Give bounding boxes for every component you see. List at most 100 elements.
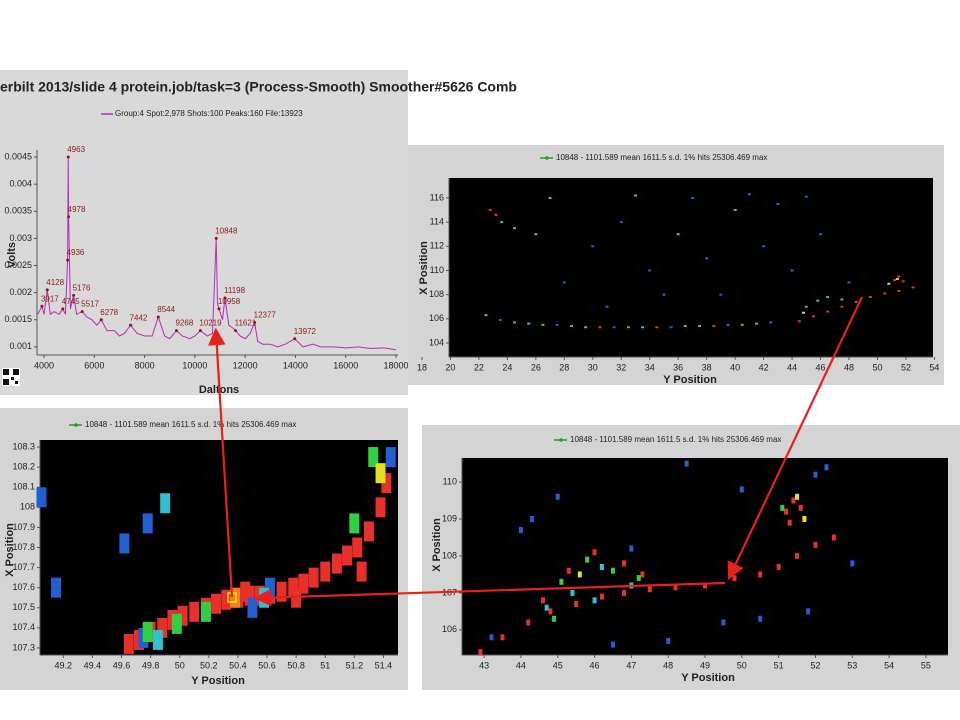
y-tick-label: 107.6 <box>12 582 35 592</box>
pixel <box>566 567 571 574</box>
plot-area <box>449 178 933 357</box>
peak-marker <box>99 318 103 322</box>
peak-label: 10958 <box>218 297 241 306</box>
x-tick-label: 48 <box>663 660 673 670</box>
x-tick-label: 52 <box>810 660 820 670</box>
x-tick-label: 49.6 <box>113 660 131 670</box>
x-axis-label: Y Position <box>191 675 245 687</box>
x-axis-label: Y Position <box>663 374 717 386</box>
y-tick-label: 112 <box>430 241 444 251</box>
x-tick-label: 46 <box>816 362 826 372</box>
pixel <box>747 193 751 196</box>
pixel <box>811 315 815 318</box>
pixel <box>123 633 134 654</box>
peak-marker <box>253 320 257 324</box>
peak-label: 13972 <box>294 327 317 336</box>
pixel <box>887 282 891 285</box>
peak-marker <box>72 293 76 297</box>
pixel <box>806 608 811 615</box>
pixel <box>762 245 766 248</box>
pixel <box>381 473 392 494</box>
peak-label: 4128 <box>46 278 64 287</box>
y-tick-label: 0.0035 <box>4 206 32 216</box>
pixel <box>529 515 534 522</box>
pixel <box>500 634 505 641</box>
peak-marker <box>156 315 160 319</box>
pixel <box>368 447 379 468</box>
x-tick-label: 16000 <box>333 360 358 370</box>
x-tick-label: 50.8 <box>287 660 305 670</box>
pixel <box>488 209 492 212</box>
y-tick-label: 107.8 <box>12 542 35 552</box>
peak-label: 11621 <box>235 319 257 328</box>
pixel <box>200 601 211 622</box>
pixel <box>819 233 823 236</box>
y-tick-label: 0.0025 <box>4 260 32 270</box>
pixel <box>776 202 780 205</box>
pixel <box>648 269 652 272</box>
pixel <box>541 597 545 604</box>
y-tick-label: 108 <box>429 289 444 299</box>
x-tick-label: 36 <box>673 362 683 372</box>
x-tick-label: 44 <box>516 660 526 670</box>
x-tick-label: 49.2 <box>55 660 73 670</box>
pixel <box>119 533 130 554</box>
peak-marker <box>293 337 297 341</box>
pixel <box>824 464 829 471</box>
pixel <box>152 629 163 650</box>
pixel <box>592 549 597 556</box>
y-tick-label: 107.7 <box>12 562 35 572</box>
pixel <box>795 552 800 559</box>
peak-label: 10848 <box>215 227 238 236</box>
pixel <box>754 322 758 325</box>
peak-label: 5176 <box>73 283 91 292</box>
peak-label: 4963 <box>67 145 85 154</box>
pixel <box>726 323 730 326</box>
pixel <box>683 325 687 328</box>
pixel <box>732 575 737 582</box>
peak-label: 4936 <box>67 248 85 257</box>
x-tick-label: 18 <box>417 362 427 372</box>
pixel <box>574 600 579 607</box>
y-tick-label: 108 <box>20 502 35 512</box>
y-tick-label: 108 <box>442 550 457 560</box>
pixel <box>787 519 792 526</box>
pixel <box>247 597 258 618</box>
pixel <box>221 589 232 610</box>
y-tick-label: 0.001 <box>9 341 32 351</box>
pixel <box>647 586 652 593</box>
pixel <box>633 194 637 197</box>
pixel <box>791 497 796 504</box>
pixel <box>740 323 744 326</box>
x-tick-label: 45 <box>553 660 563 670</box>
x-tick-label: 54 <box>929 362 939 372</box>
pixel <box>636 575 641 582</box>
pixel <box>562 281 566 284</box>
pixel <box>142 513 153 534</box>
pixel <box>612 326 616 329</box>
pixel <box>610 641 615 648</box>
pixel <box>897 290 901 293</box>
pixel <box>331 553 342 574</box>
pixel <box>684 460 689 467</box>
y-tick-label: 0.0015 <box>4 314 32 324</box>
pixel <box>512 321 516 324</box>
pixel <box>804 195 808 198</box>
pixel <box>721 619 726 626</box>
x-tick-label: 54 <box>884 660 894 670</box>
peak-label: 10219 <box>199 319 222 328</box>
peak-label: 4978 <box>68 205 86 214</box>
pixel <box>591 245 595 248</box>
x-tick-label: 51.4 <box>375 660 393 670</box>
pixel <box>690 196 694 199</box>
pixel <box>171 613 182 634</box>
y-tick-label: 107.3 <box>12 642 35 652</box>
pixel <box>655 326 659 329</box>
x-tick-label: 55 <box>921 660 931 670</box>
peak-label: 5517 <box>81 300 99 309</box>
peak-marker <box>80 310 84 314</box>
x-tick-label: 51.2 <box>346 660 364 670</box>
x-tick-label: 8000 <box>135 360 155 370</box>
plot-area <box>40 440 398 655</box>
spectrum-line <box>37 157 397 351</box>
